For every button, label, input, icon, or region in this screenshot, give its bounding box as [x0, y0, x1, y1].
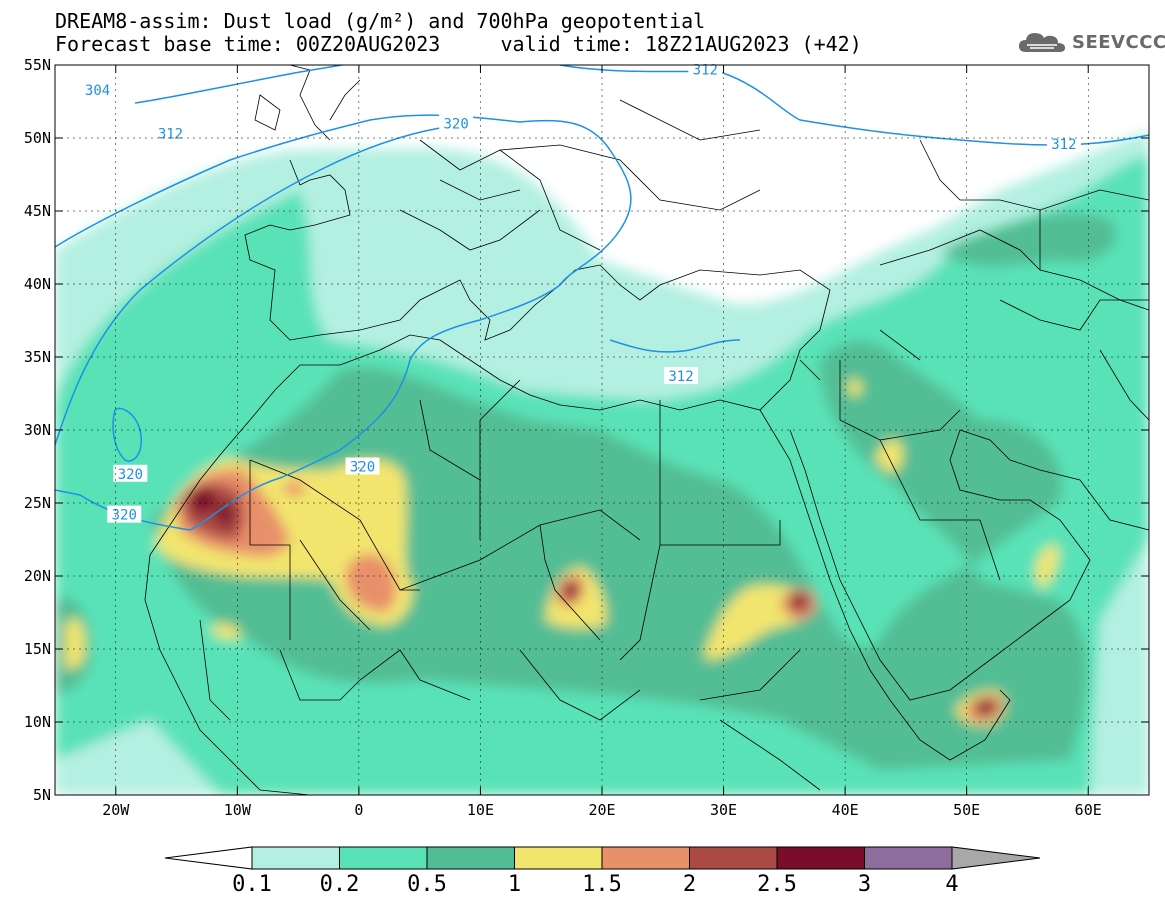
colorbar-over-triangle	[951, 846, 1041, 870]
colorbar-swatch	[689, 846, 778, 870]
contour-label: 320	[350, 460, 375, 476]
geopotential-contours	[55, 65, 1149, 531]
colorbar-label: 0.2	[320, 872, 360, 897]
lon-label: 60E	[1075, 801, 1102, 819]
lat-label: 20N	[24, 567, 51, 585]
lat-label: 15N	[24, 640, 51, 658]
lat-label: 40N	[24, 275, 51, 293]
contour-label: 304	[85, 83, 110, 99]
map-title: DREAM8-assim: Dust load (g/m²) and 700hP…	[55, 9, 706, 33]
logo-text: SEEVCCC	[1072, 31, 1165, 53]
seevccc-logo: SEEVCCC	[1018, 30, 1165, 54]
contour-label: 312	[693, 62, 718, 78]
colorbar-swatch	[251, 846, 340, 870]
lat-label: 55N	[24, 56, 51, 74]
colorbar-label: 2	[683, 872, 696, 897]
lat-label: 45N	[24, 202, 51, 220]
colorbar-label: 1.5	[582, 872, 622, 897]
colorbar-label: 2.5	[757, 872, 797, 897]
contour-label-bg	[153, 124, 188, 142]
lon-label: 10E	[467, 801, 494, 819]
colorbar-under-triangle	[164, 846, 253, 870]
lon-label: 0	[354, 801, 363, 819]
contour-label: 320	[443, 116, 468, 132]
contour-label-bg	[439, 114, 474, 132]
graticule	[55, 65, 1149, 795]
colorbar-swatch	[426, 846, 515, 870]
contour-label: 312	[158, 127, 183, 143]
contour-label-bg	[1046, 134, 1081, 152]
lat-label: 25N	[24, 494, 51, 512]
colorbar-label: 0.5	[407, 872, 447, 897]
colorbar-swatch	[864, 846, 953, 870]
lon-label: 30E	[710, 801, 737, 819]
contour-label: 320	[118, 467, 143, 483]
lat-label: 10N	[24, 713, 51, 731]
contour-label: 320	[112, 508, 137, 524]
lon-label: 10W	[224, 801, 252, 819]
colorbar-label: 1	[508, 872, 521, 897]
colorbar-swatch	[601, 846, 690, 870]
forecast-times: Forecast base time: 00Z20AUG2023 valid t…	[55, 32, 862, 56]
lon-label: 20E	[588, 801, 615, 819]
colorbar-swatch	[776, 846, 865, 870]
lat-label: 5N	[33, 786, 51, 804]
contour-label-bg	[664, 366, 699, 384]
colorbar-label: 4	[945, 872, 958, 897]
lat-label: 50N	[24, 129, 51, 147]
lon-label: 50E	[953, 801, 980, 819]
axis-ticks	[55, 64, 1149, 796]
colorbar: 0.1 0.2 0.5 1 1.5 2 2.5 3 4	[164, 846, 1041, 897]
lon-label: 40E	[832, 801, 859, 819]
cloud-icon	[1019, 33, 1065, 52]
contour-label-bg	[113, 464, 148, 482]
colorbar-label: 0.1	[232, 872, 272, 897]
axis-labels: 20W 10W 0 10E 20E 30E 40E 50E 60E 55N 50N 45N 40N 35N…	[24, 56, 1102, 819]
lat-label: 30N	[24, 421, 51, 439]
colorbar-swatch	[339, 846, 428, 870]
country-borders	[144, 65, 1149, 795]
lat-label: 35N	[24, 348, 51, 366]
contour-label-bg	[80, 80, 115, 98]
colorbar-label: 3	[858, 872, 871, 897]
contour-label-bg	[345, 457, 380, 475]
colorbar-swatch	[514, 846, 603, 870]
contour-label: 312	[1051, 137, 1076, 153]
contour-label: 312	[668, 369, 693, 385]
lon-label: 20W	[102, 801, 130, 819]
